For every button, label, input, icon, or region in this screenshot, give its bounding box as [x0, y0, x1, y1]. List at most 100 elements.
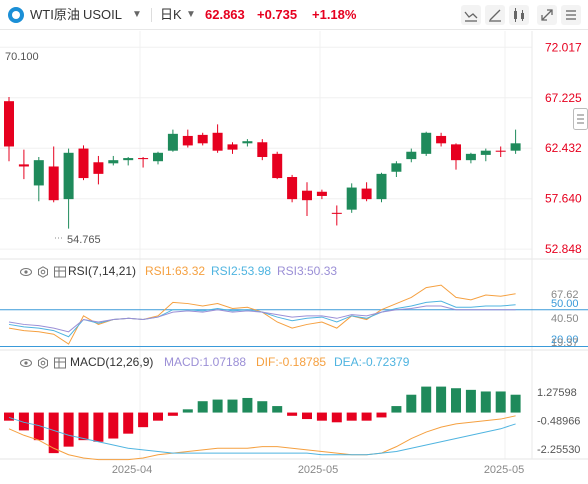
- candle-body: [376, 173, 387, 200]
- macd-histogram-bar: [302, 412, 312, 420]
- candle-body: [272, 153, 283, 179]
- candle-body: [167, 133, 178, 151]
- macd-eye-icon[interactable]: [20, 356, 32, 368]
- macd-histogram-bar: [153, 412, 163, 421]
- macd-histogram-bar: [495, 391, 506, 413]
- rsi-axis-tick-label: 50.00: [551, 298, 579, 310]
- time-axis-tick-label: 2025-05: [298, 464, 338, 476]
- instrument-name[interactable]: WTI原油: [30, 7, 80, 22]
- rsi-axis-tick-label: 67.62: [551, 289, 579, 301]
- candle-body: [361, 188, 372, 200]
- dif-value: DIF:-0.18785: [256, 355, 327, 369]
- price-axis-tick-label: 57.640: [545, 192, 582, 206]
- macd-histogram-bar: [227, 399, 238, 413]
- macd-histogram-bar: [361, 412, 372, 421]
- candle-body: [33, 160, 44, 186]
- macd-axis-tick-label: -0.48966: [537, 416, 580, 428]
- expand-icon[interactable]: [537, 5, 557, 25]
- rsi-line-rsi1: [8, 284, 516, 345]
- macd-legend-name: MACD(12,26,9): [70, 355, 154, 369]
- candle-body: [302, 190, 312, 201]
- draw-tool-icon[interactable]: [485, 5, 505, 25]
- candle-body: [48, 166, 59, 201]
- macd-histogram-bar: [406, 394, 417, 413]
- candle-body: [108, 160, 119, 164]
- macd-histogram-bar: [436, 386, 447, 413]
- macd-dif-line: [8, 415, 516, 461]
- chart-toolbar: WTI原油 USOIL ▼ 日K ▼ 62.863 +0.735 +1.18%: [0, 0, 588, 30]
- rsi1-value: RSI1:63.32: [145, 264, 206, 278]
- candle-body: [182, 135, 193, 146]
- price-axis-tick-label: 52.848: [545, 242, 582, 256]
- candle-body: [63, 152, 74, 200]
- price-axis-tick-label: 62.432: [545, 141, 582, 155]
- macd-histogram-bar: [421, 386, 432, 413]
- macd-histogram-bar: [63, 412, 74, 447]
- symbol-dropdown-icon[interactable]: ▼: [132, 9, 142, 20]
- macd-histogram-bar: [123, 412, 134, 434]
- candle-body: [212, 132, 223, 151]
- macd-histogram-bar: [78, 412, 89, 441]
- dea-value: DEA:-0.72379: [334, 355, 410, 369]
- macd-dea-line: [8, 416, 516, 456]
- candle-body: [465, 153, 476, 161]
- candle-body: [123, 158, 134, 161]
- rsi3-value: RSI3:50.33: [277, 264, 338, 278]
- last-price: 62.863: [205, 7, 245, 22]
- price-axis-tick-label: 72.017: [545, 40, 582, 54]
- macd-histogram-bar: [48, 412, 59, 454]
- macd-histogram-bar: [18, 412, 29, 431]
- candle-body: [153, 152, 163, 162]
- macd-histogram-bar: [465, 389, 476, 413]
- macd-histogram-bar: [331, 412, 342, 423]
- macd-table-icon[interactable]: [54, 356, 66, 369]
- rsi-table-icon[interactable]: [54, 265, 66, 278]
- candle-body: [421, 132, 432, 154]
- candle-body: [451, 144, 461, 161]
- candle-body: [4, 101, 14, 147]
- candle-body: [436, 135, 447, 144]
- macd-histogram-bar: [182, 409, 193, 413]
- rsi2-value: RSI2:53.98: [211, 264, 272, 278]
- candle-body: [406, 151, 417, 160]
- macd-histogram-bar: [4, 412, 14, 421]
- candle-body: [197, 134, 208, 144]
- macd-histogram-bar: [316, 412, 327, 421]
- chart-type-icon[interactable]: [509, 5, 529, 25]
- macd-histogram-bar: [138, 412, 149, 428]
- indicator-icon[interactable]: [461, 5, 481, 25]
- macd-settings-icon[interactable]: [37, 356, 49, 369]
- candle-body: [346, 187, 357, 210]
- macd-histogram-bar: [242, 397, 253, 413]
- settings-icon[interactable]: [561, 5, 581, 25]
- macd-histogram-bar: [451, 388, 461, 413]
- rsi-axis-tick-label: 40.50: [551, 313, 579, 325]
- rsi-axis-tick-label: 20.00: [551, 334, 579, 346]
- price-axis-tick-label: 67.225: [545, 91, 582, 105]
- macd-value: MACD:1.07188: [164, 355, 247, 369]
- candle-body: [510, 143, 521, 151]
- candle-body: [391, 163, 402, 172]
- candle-body: [257, 142, 268, 158]
- macd-histogram-bar: [257, 401, 268, 413]
- rsi-settings-icon[interactable]: [37, 265, 49, 278]
- candle-body: [18, 164, 29, 167]
- time-axis-tick-label: 2025-05: [484, 464, 524, 476]
- rsi-eye-icon[interactable]: [20, 265, 32, 277]
- candle-body: [316, 191, 327, 196]
- symbol-name[interactable]: USOIL: [83, 7, 123, 22]
- candle-body: [93, 162, 104, 174]
- macd-histogram-bar: [197, 401, 208, 413]
- macd-histogram-bar: [510, 394, 521, 413]
- high-annotation: 70.100: [5, 51, 39, 63]
- macd-histogram-bar: [167, 412, 178, 416]
- period-dropdown-icon[interactable]: ▼: [186, 9, 196, 20]
- period-selector[interactable]: 日K: [160, 7, 182, 22]
- rsi-axis-tick-label: 19.37: [551, 337, 579, 349]
- candle-body: [495, 150, 506, 152]
- candle-body: [242, 141, 253, 144]
- candle-body: [78, 148, 89, 179]
- macd-axis-tick-label: -2.25530: [537, 444, 580, 456]
- macd-histogram-bar: [391, 406, 402, 413]
